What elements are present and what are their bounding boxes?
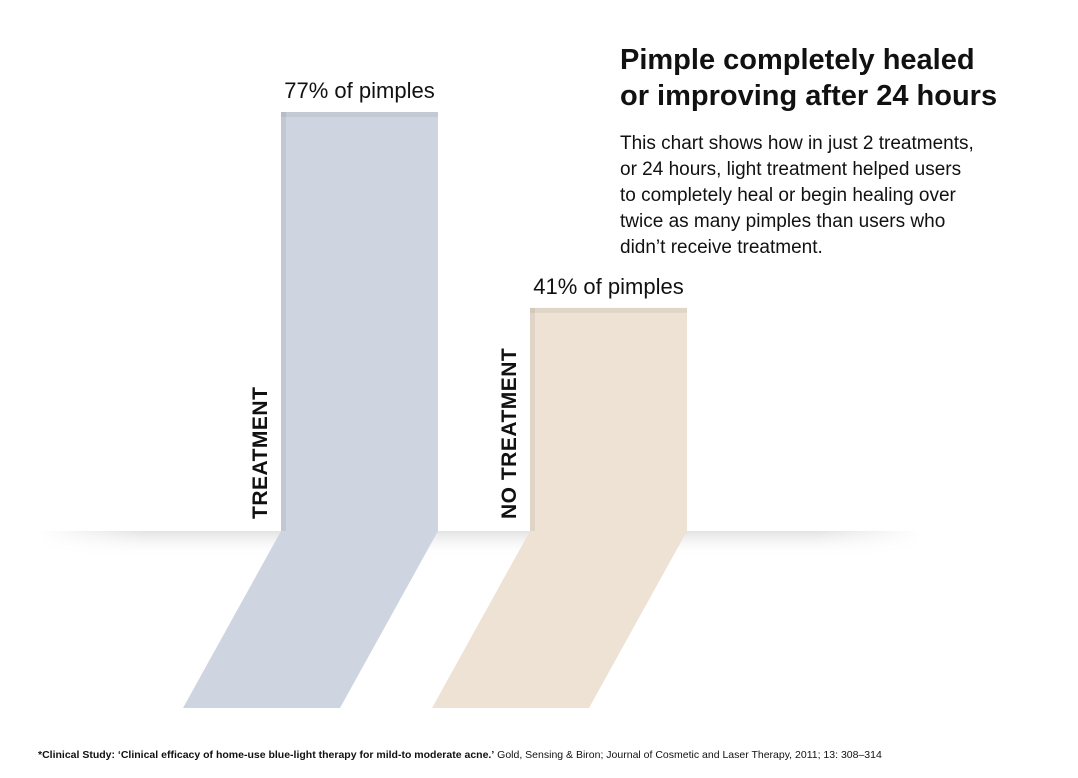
- description-line: twice as many pimples than users who: [620, 211, 946, 232]
- floor-shadow: [40, 531, 920, 557]
- bar: [530, 307, 687, 531]
- citation-footnote: *Clinical Study: ‘Clinical efficacy of h…: [38, 749, 1068, 761]
- bar-edge-shade: [530, 307, 687, 313]
- description-line: didn’t receive treatment.: [620, 237, 823, 258]
- description-line: or 24 hours, light treatment helped user…: [620, 159, 962, 180]
- chart-description: This chart shows how in just 2 treatment…: [620, 131, 1040, 261]
- bar-edge-shade: [281, 112, 438, 117]
- chart-title-line: or improving after 24 hours: [620, 80, 998, 112]
- citation-source: Gold, Sensing & Biron; Journal of Cosmet…: [494, 749, 882, 761]
- description-line: This chart shows how in just 2 treatment…: [620, 133, 974, 154]
- bar-edge-shade: [530, 307, 535, 531]
- description-line: to completely heal or begin healing over: [620, 185, 956, 206]
- bar-reflection: [432, 531, 687, 708]
- bar: [281, 112, 438, 531]
- category-label: TREATMENT: [249, 387, 272, 519]
- bar-edge-shade: [281, 112, 286, 531]
- chart-title: Pimple completely healed or improving af…: [620, 42, 1060, 114]
- bar-data-label: 41% of pimples: [533, 274, 683, 299]
- category-label: NO TREATMENT: [498, 348, 521, 519]
- bar-data-label: 77% of pimples: [284, 78, 434, 103]
- chart-title-line: Pimple completely healed: [620, 44, 975, 76]
- citation-title: *Clinical Study: ‘Clinical efficacy of h…: [38, 749, 495, 761]
- bar-reflection: [183, 531, 438, 708]
